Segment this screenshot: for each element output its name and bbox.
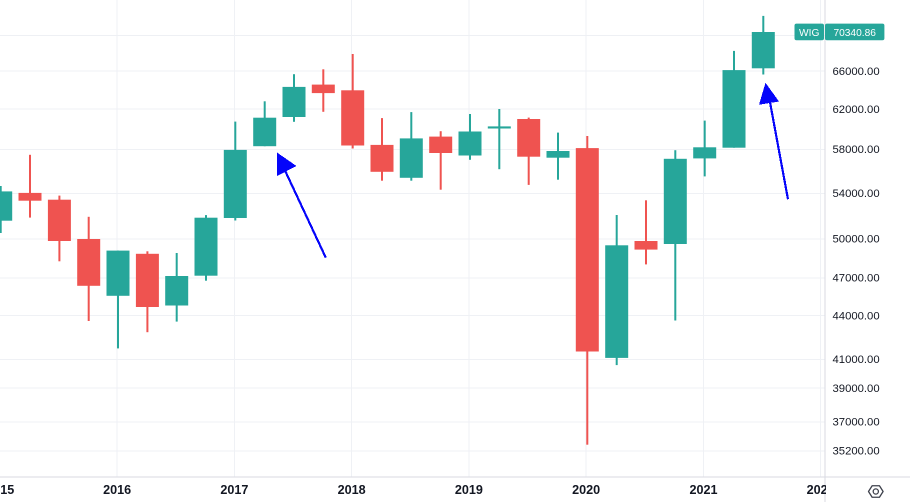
svg-text:47000.00: 47000.00	[833, 273, 880, 285]
svg-text:41000.00: 41000.00	[833, 354, 880, 366]
svg-text:39000.00: 39000.00	[833, 383, 880, 395]
svg-text:37000.00: 37000.00	[833, 417, 880, 429]
svg-text:35200.00: 35200.00	[833, 446, 880, 458]
svg-text:62000.00: 62000.00	[833, 104, 880, 116]
svg-text:2015: 2015	[0, 483, 14, 497]
svg-text:WIG: WIG	[799, 28, 819, 39]
svg-text:2020: 2020	[572, 483, 600, 497]
svg-text:58000.00: 58000.00	[833, 144, 880, 156]
svg-text:50000.00: 50000.00	[833, 234, 880, 246]
svg-text:2019: 2019	[455, 483, 483, 497]
svg-text:44000.00: 44000.00	[833, 310, 880, 322]
svg-text:2022: 2022	[807, 483, 835, 497]
svg-text:2016: 2016	[103, 483, 131, 497]
svg-text:2017: 2017	[220, 483, 248, 497]
svg-text:2021: 2021	[689, 483, 717, 497]
svg-text:2018: 2018	[338, 483, 366, 497]
svg-text:70340.86: 70340.86	[833, 28, 876, 39]
svg-text:54000.00: 54000.00	[833, 188, 880, 200]
svg-text:66000.00: 66000.00	[833, 66, 880, 78]
